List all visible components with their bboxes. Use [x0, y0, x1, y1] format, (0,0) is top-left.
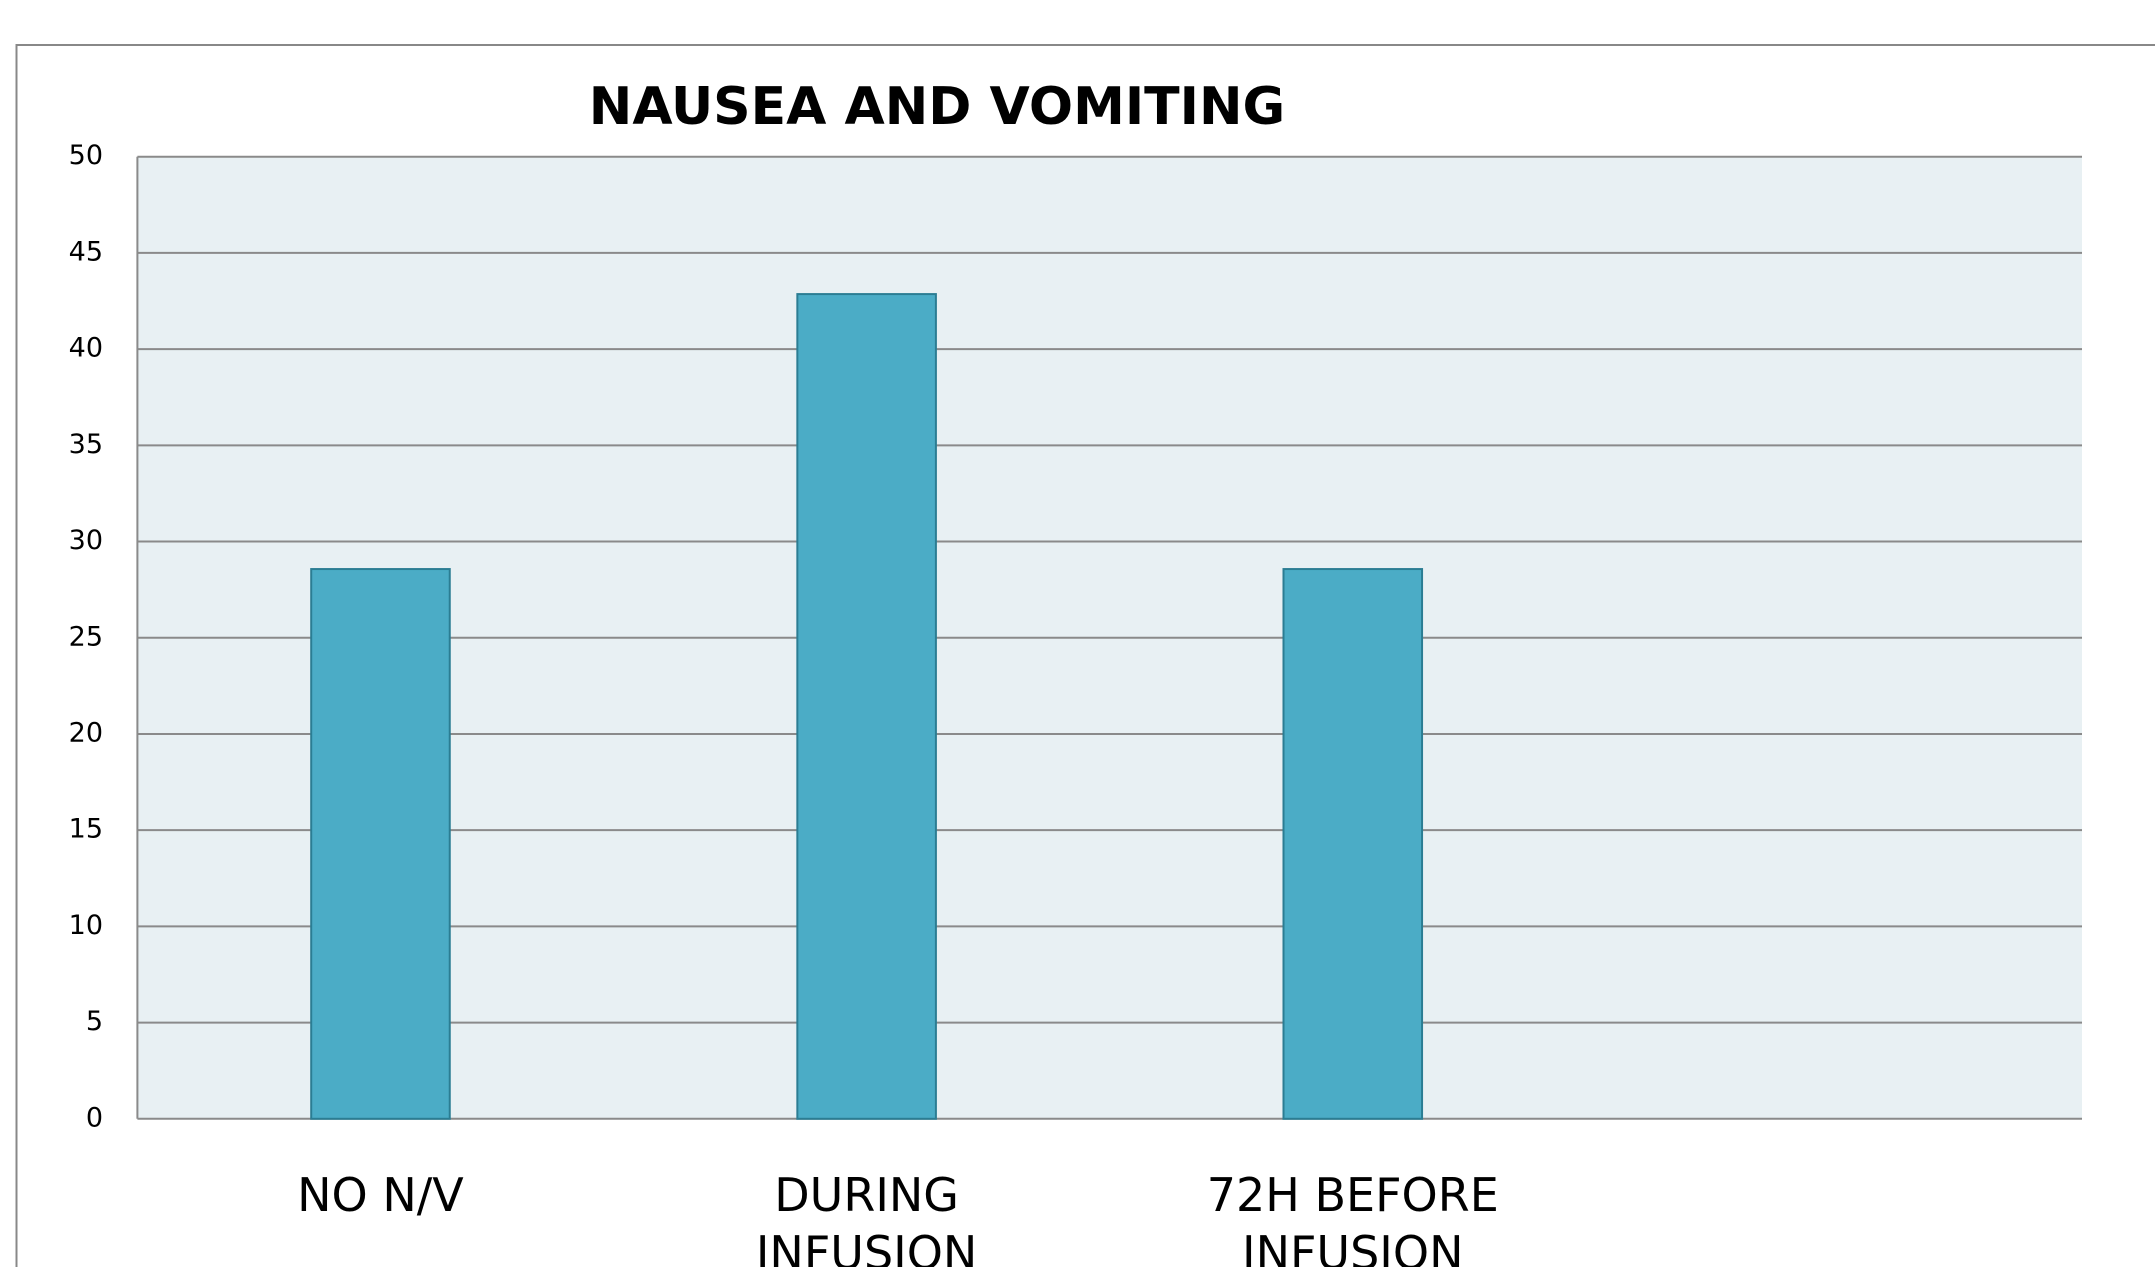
y-tick-label: 15	[69, 814, 103, 845]
y-tick-label: 25	[69, 621, 103, 652]
y-tick-label: 35	[69, 429, 103, 460]
y-tick-label: 5	[86, 1006, 103, 1037]
x-tick-label: NO N/V	[297, 1168, 464, 1222]
y-tick-label: 0	[86, 1102, 103, 1133]
y-tick-label: 50	[69, 140, 103, 171]
y-tick-label: 45	[69, 236, 103, 267]
bar	[1282, 568, 1424, 1120]
y-tick-label: 10	[69, 910, 103, 941]
bar	[796, 293, 937, 1120]
y-tick-label: 40	[69, 333, 103, 364]
bar	[310, 568, 451, 1120]
x-tick-label: DURING INFUSION	[755, 1168, 978, 1267]
chart-title: NAUSEA AND VOMITING	[589, 77, 1285, 137]
y-tick-label: 30	[69, 525, 103, 556]
y-tick-label: 20	[69, 717, 103, 748]
x-tick-label: 72H BEFORE INFUSION	[1206, 1168, 1499, 1267]
